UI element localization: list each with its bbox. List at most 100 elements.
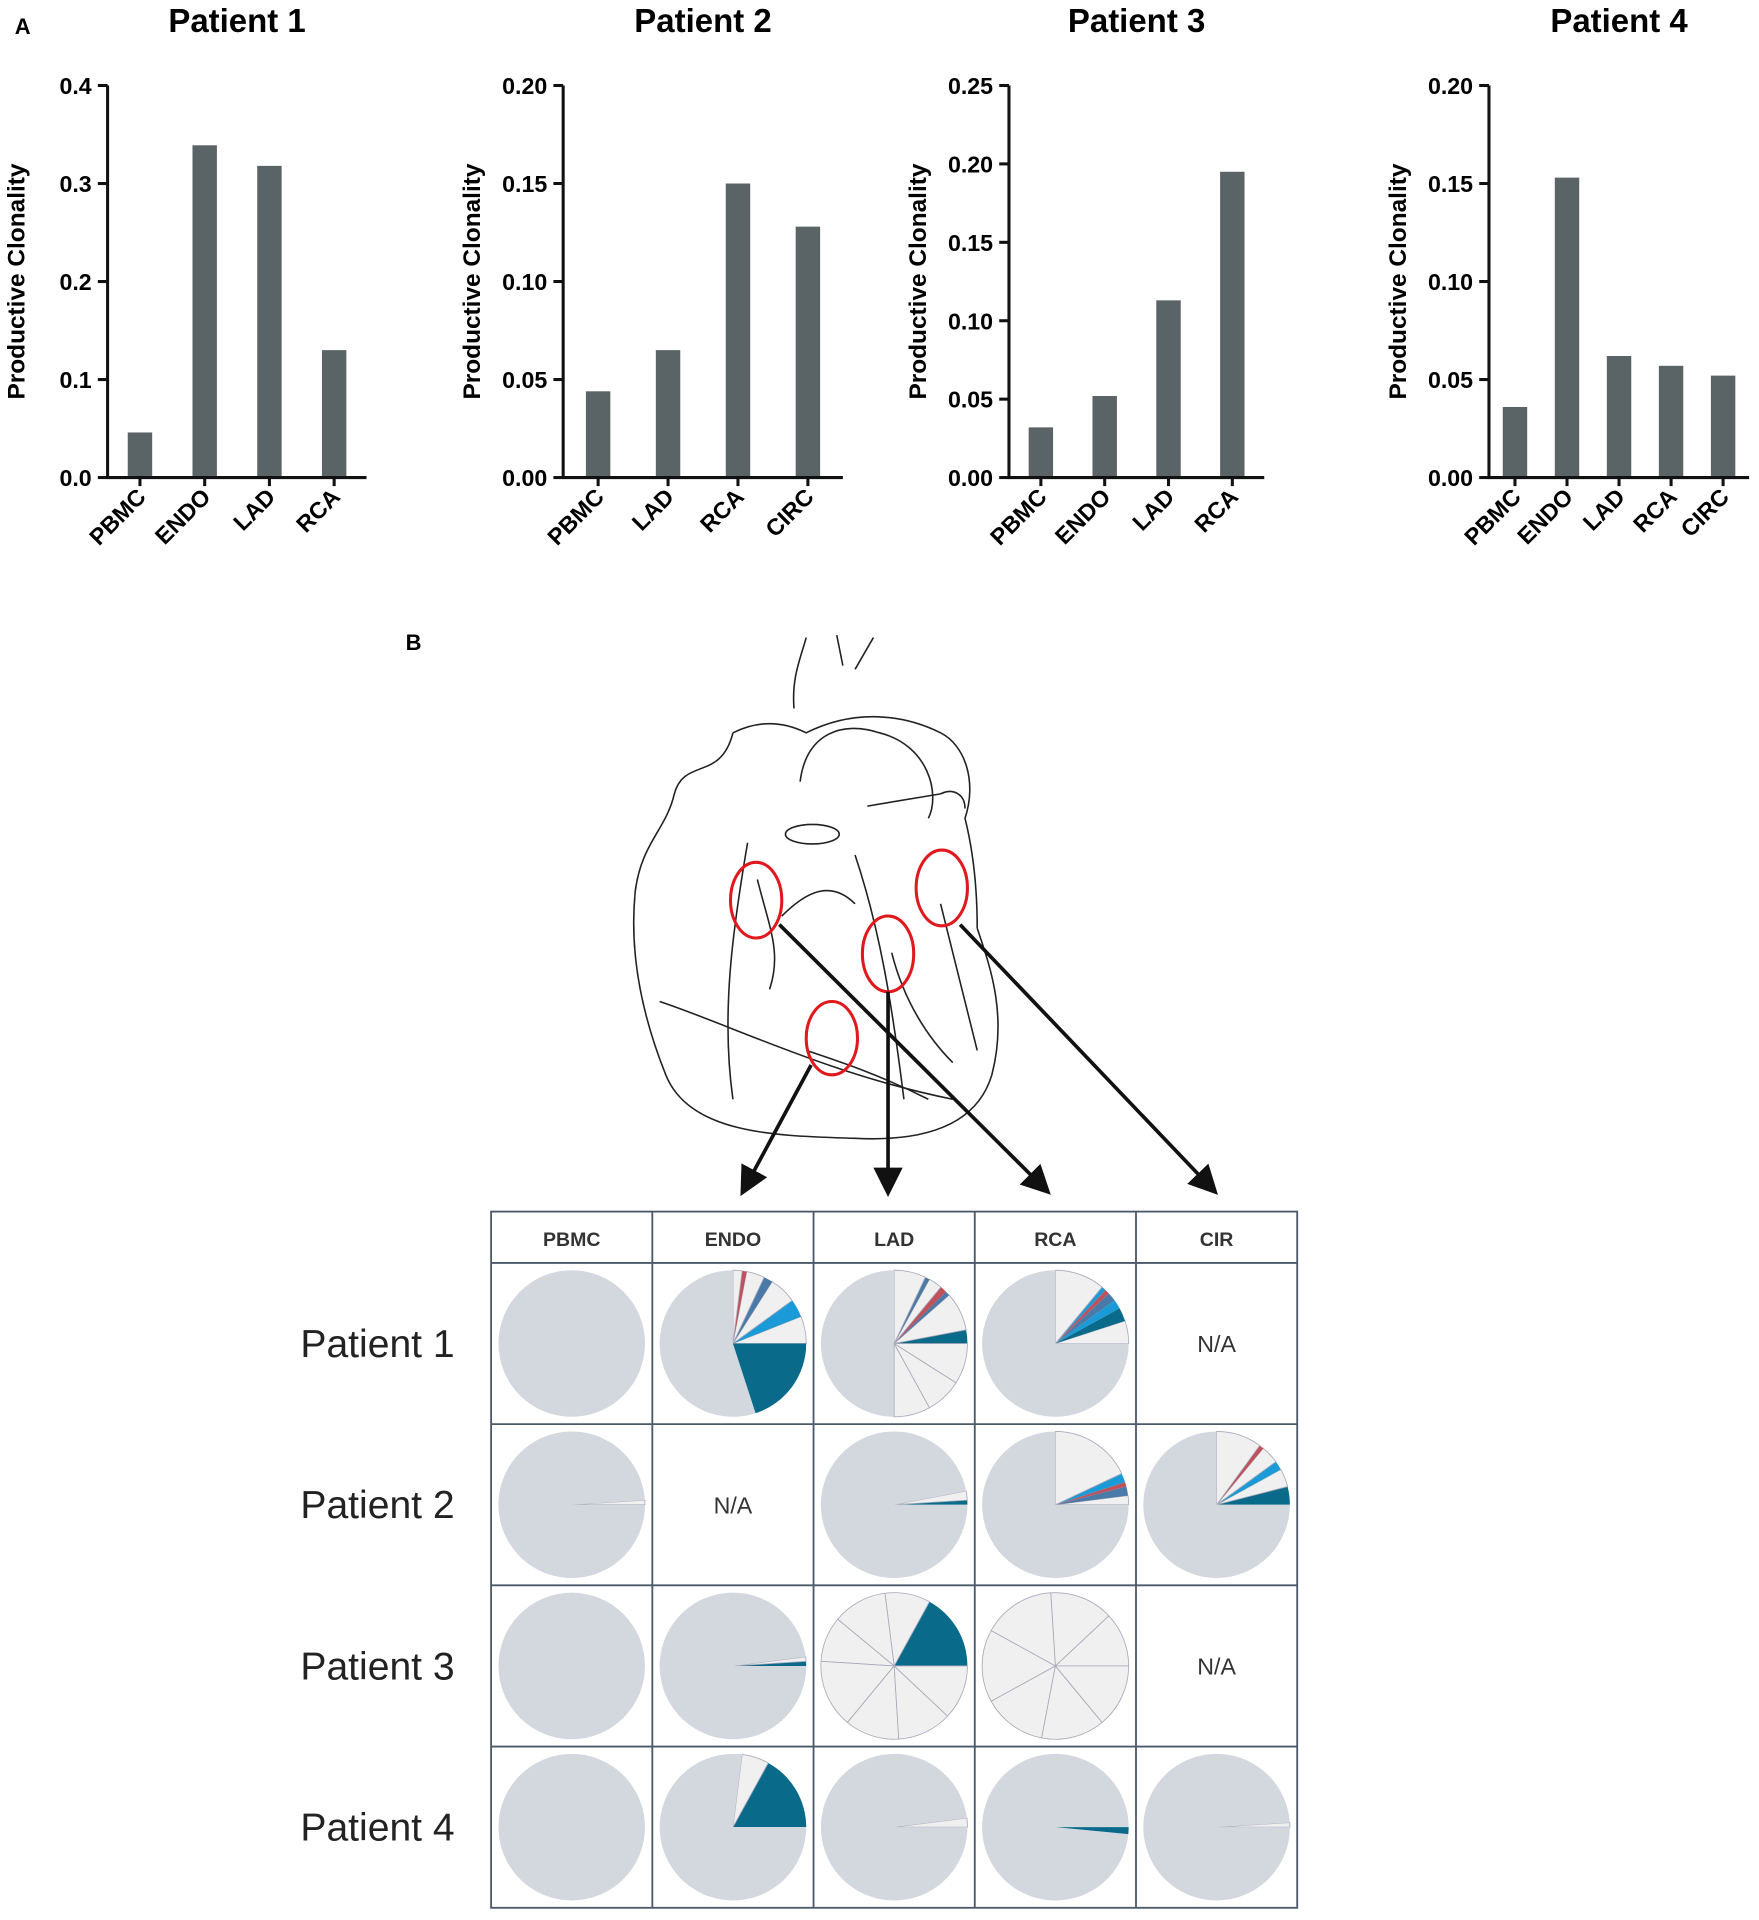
y-tick-label: 0.15 [1428, 171, 1473, 197]
x-tick-label: RCA [291, 483, 345, 537]
y-axis-label: Productive Clonality [1385, 163, 1412, 399]
y-tick-label: 0.20 [502, 73, 547, 99]
pie-slice [1054, 1269, 1103, 1345]
pie-slice [990, 1665, 1056, 1739]
bar [1606, 356, 1632, 478]
heart-drawing [632, 634, 999, 1140]
y-tick-label: 0.20 [1428, 73, 1473, 99]
pie-slice [732, 1300, 802, 1344]
bar [1658, 365, 1684, 478]
pie-slice [1216, 1445, 1264, 1505]
x-tick-label: CIRC [760, 483, 819, 542]
pie-slice [1054, 1431, 1123, 1506]
row-label: Patient 1 [300, 1323, 454, 1366]
pie-slice [1055, 1320, 1130, 1344]
bar [192, 145, 217, 478]
y-tick-label: 0.05 [1428, 367, 1473, 393]
pie-slice [1055, 1290, 1109, 1344]
pie-slice [820, 1753, 968, 1901]
pie-table: PBMC ENDO LAD RCA CIR Patient 1 N/A Patient 2 N/… [300, 1210, 1299, 1909]
y-tick-label: 0.15 [948, 230, 993, 256]
pie-slice [659, 1270, 756, 1417]
x-tick-label: ENDO [1050, 483, 1116, 549]
y-tick-label: 0.05 [502, 367, 547, 393]
panel-label: A [15, 14, 31, 39]
y-tick-label: 0.25 [948, 73, 993, 99]
y-tick-label: 0.20 [948, 151, 993, 177]
chart-title: Patient 4 [1550, 2, 1688, 39]
bar [1028, 427, 1054, 478]
pie-slice [982, 1431, 1129, 1579]
pie-slice [1054, 1665, 1130, 1724]
pie-slice [1055, 1482, 1127, 1505]
column-header: PBMC [543, 1229, 601, 1251]
chart-title: Patient 2 [634, 2, 771, 39]
x-tick-label: LAD [1578, 483, 1630, 535]
bar [257, 165, 282, 478]
bar [585, 391, 611, 478]
x-tick-label: RCA [1628, 483, 1682, 537]
pie-slice [892, 1294, 967, 1345]
x-tick-label: PBMC [985, 483, 1052, 550]
bar [1092, 396, 1117, 478]
y-tick-label: 0.1 [59, 367, 91, 393]
x-tick-label: LAD [228, 483, 280, 535]
y-tick-label: 0.3 [59, 171, 91, 197]
pie-slice [732, 1315, 807, 1344]
y-tick-label: 0.05 [948, 387, 993, 413]
pie-slice [982, 1270, 1129, 1417]
bar [1554, 177, 1580, 478]
y-tick-label: 0.0 [59, 465, 91, 491]
pie-slice [1216, 1461, 1281, 1505]
pie-slice [1143, 1753, 1290, 1901]
pie-slice [893, 1269, 926, 1344]
x-tick-label: CIRC [1675, 483, 1734, 542]
pie-slice [659, 1592, 807, 1740]
row-label: Patient 3 [300, 1645, 454, 1688]
x-tick-label: PBMC [1459, 483, 1526, 550]
y-axis-label: Productive Clonality [905, 163, 932, 399]
pie-slice [732, 1277, 773, 1344]
bar [1220, 171, 1245, 478]
pie-slice [732, 1656, 807, 1667]
pie-slice [982, 1753, 1129, 1901]
pie-slice [820, 1660, 896, 1724]
x-tick-label: RCA [1189, 483, 1243, 537]
pie-slice [1050, 1592, 1110, 1667]
pie-slice [894, 1490, 968, 1506]
pie-slice [1055, 1293, 1115, 1344]
x-tick-label: ENDO [150, 483, 216, 549]
pie-slice [571, 1499, 646, 1506]
pie-slice [498, 1431, 645, 1579]
y-tick-label: 0.00 [948, 465, 993, 491]
pie-slice [990, 1592, 1056, 1667]
pie-slice [732, 1269, 743, 1344]
y-tick-label: 0.15 [502, 171, 547, 197]
bar [1710, 375, 1736, 478]
x-tick-label: LAD [1127, 483, 1179, 535]
y-tick-label: 0.00 [502, 465, 547, 491]
panel-label: B [406, 630, 422, 655]
pie-slice [894, 1817, 968, 1828]
arrows [740, 923, 1218, 1197]
pie-slice [1055, 1486, 1129, 1505]
y-axis-label: Productive Clonality [4, 163, 31, 399]
bar [725, 183, 751, 478]
bar [127, 432, 153, 478]
y-tick-label: 0.10 [1428, 269, 1473, 295]
pie-slice [893, 1278, 942, 1344]
pie-slice [498, 1270, 645, 1417]
cell-note: N/A [1197, 1331, 1236, 1357]
row-label: Patient 2 [300, 1484, 454, 1527]
pie-slice [1055, 1287, 1106, 1344]
bar [795, 226, 821, 478]
pie-slice [1216, 1447, 1277, 1506]
pie-slice [893, 1665, 968, 1717]
pie-slice [498, 1753, 645, 1901]
pie-slice [1055, 1300, 1120, 1344]
pie-slice [981, 1630, 1057, 1702]
pie-slice [732, 1281, 793, 1344]
bar [321, 350, 347, 478]
pie-slice [732, 1271, 765, 1344]
